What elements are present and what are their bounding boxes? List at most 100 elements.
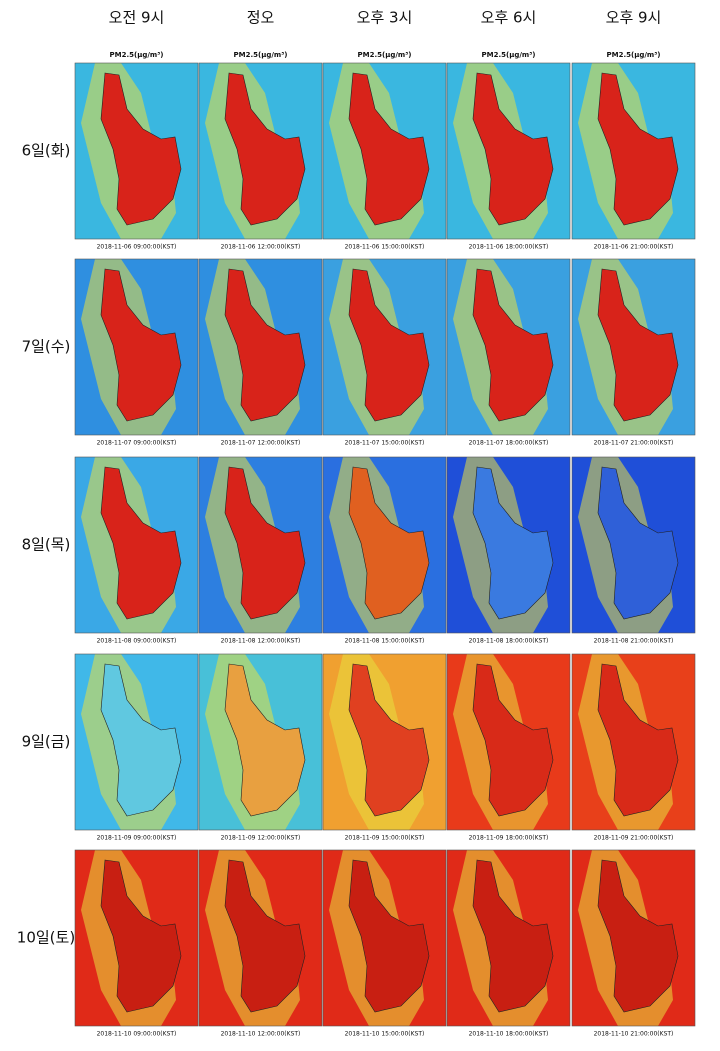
map-frame xyxy=(198,653,323,831)
map-frame xyxy=(446,849,571,1027)
unit-label: PM2.5(μg/m³) xyxy=(358,51,412,59)
peninsula xyxy=(597,663,679,817)
column-header: 오후 3시 xyxy=(357,9,413,27)
peninsula xyxy=(472,663,554,817)
map-frame xyxy=(74,258,199,436)
unit-label: PM2.5(μg/m³) xyxy=(482,51,536,59)
peninsula xyxy=(100,859,182,1013)
map-panel xyxy=(74,849,199,1027)
map-frame xyxy=(74,456,199,634)
map-frame xyxy=(198,258,323,436)
peninsula xyxy=(100,72,182,226)
timestamp: 2018-11-10 18:00:00(KST) xyxy=(469,1031,549,1038)
timestamp: 2018-11-07 18:00:00(KST) xyxy=(469,440,549,447)
timestamp: 2018-11-10 21:00:00(KST) xyxy=(594,1031,674,1038)
timestamp: 2018-11-06 21:00:00(KST) xyxy=(594,244,674,251)
peninsula xyxy=(348,466,430,620)
map-panel xyxy=(446,653,571,831)
row-label: 10일(토) xyxy=(17,929,75,947)
map-panel xyxy=(446,258,571,436)
map-panel xyxy=(322,456,447,634)
map-frame xyxy=(322,849,447,1027)
peninsula xyxy=(597,268,679,422)
peninsula xyxy=(224,268,306,422)
peninsula xyxy=(597,72,679,226)
column-header: 오후 6시 xyxy=(481,9,537,27)
peninsula xyxy=(224,72,306,226)
timestamp: 2018-11-07 09:00:00(KST) xyxy=(97,440,177,447)
map-panel xyxy=(322,258,447,436)
map-panel xyxy=(322,62,447,240)
peninsula xyxy=(472,72,554,226)
timestamp: 2018-11-07 12:00:00(KST) xyxy=(221,440,301,447)
timestamp: 2018-11-09 12:00:00(KST) xyxy=(221,835,301,842)
map-panel xyxy=(571,62,696,240)
map-frame xyxy=(322,653,447,831)
peninsula xyxy=(597,859,679,1013)
map-panel xyxy=(322,653,447,831)
map-frame xyxy=(446,258,571,436)
map-panel xyxy=(571,456,696,634)
peninsula xyxy=(224,466,306,620)
row-label: 6일(화) xyxy=(22,142,71,160)
timestamp: 2018-11-09 15:00:00(KST) xyxy=(345,835,425,842)
map-frame xyxy=(322,456,447,634)
timestamp: 2018-11-06 18:00:00(KST) xyxy=(469,244,549,251)
timestamp: 2018-11-07 15:00:00(KST) xyxy=(345,440,425,447)
peninsula xyxy=(100,663,182,817)
map-frame xyxy=(571,456,696,634)
map-panel xyxy=(74,62,199,240)
map-frame xyxy=(74,62,199,240)
unit-label: PM2.5(μg/m³) xyxy=(607,51,661,59)
map-frame xyxy=(571,653,696,831)
map-panel xyxy=(198,849,323,1027)
map-panel xyxy=(198,653,323,831)
peninsula xyxy=(100,466,182,620)
peninsula xyxy=(597,466,679,620)
timestamp: 2018-11-08 09:00:00(KST) xyxy=(97,638,177,645)
map-panel xyxy=(198,456,323,634)
map-frame xyxy=(198,849,323,1027)
map-frame xyxy=(446,62,571,240)
timestamp: 2018-11-06 09:00:00(KST) xyxy=(97,244,177,251)
timestamp: 2018-11-06 15:00:00(KST) xyxy=(345,244,425,251)
map-panel xyxy=(198,258,323,436)
row-label: 9일(금) xyxy=(22,733,71,751)
map-frame xyxy=(74,849,199,1027)
map-panel xyxy=(571,849,696,1027)
timestamp: 2018-11-09 21:00:00(KST) xyxy=(594,835,674,842)
peninsula xyxy=(224,663,306,817)
map-frame xyxy=(198,62,323,240)
column-header: 오전 9시 xyxy=(109,9,165,27)
peninsula xyxy=(348,72,430,226)
peninsula xyxy=(100,268,182,422)
timestamp: 2018-11-08 18:00:00(KST) xyxy=(469,638,549,645)
peninsula xyxy=(348,859,430,1013)
timestamp: 2018-11-08 21:00:00(KST) xyxy=(594,638,674,645)
unit-label: PM2.5(μg/m³) xyxy=(110,51,164,59)
timestamp: 2018-11-08 12:00:00(KST) xyxy=(221,638,301,645)
timestamp: 2018-11-08 15:00:00(KST) xyxy=(345,638,425,645)
map-frame xyxy=(446,456,571,634)
map-panel xyxy=(198,62,323,240)
map-panel xyxy=(446,849,571,1027)
timestamp: 2018-11-07 21:00:00(KST) xyxy=(594,440,674,447)
map-panel xyxy=(446,62,571,240)
timestamp: 2018-11-10 09:00:00(KST) xyxy=(97,1031,177,1038)
map-panel xyxy=(74,258,199,436)
column-header: 오후 9시 xyxy=(606,9,662,27)
peninsula xyxy=(472,466,554,620)
peninsula xyxy=(348,663,430,817)
map-panel xyxy=(74,653,199,831)
map-panel xyxy=(571,653,696,831)
unit-label: PM2.5(μg/m³) xyxy=(234,51,288,59)
map-frame xyxy=(198,456,323,634)
row-label: 7일(수) xyxy=(22,338,71,356)
map-panel xyxy=(571,258,696,436)
map-frame xyxy=(571,258,696,436)
map-panel xyxy=(74,456,199,634)
timestamp: 2018-11-10 12:00:00(KST) xyxy=(221,1031,301,1038)
map-frame xyxy=(446,653,571,831)
